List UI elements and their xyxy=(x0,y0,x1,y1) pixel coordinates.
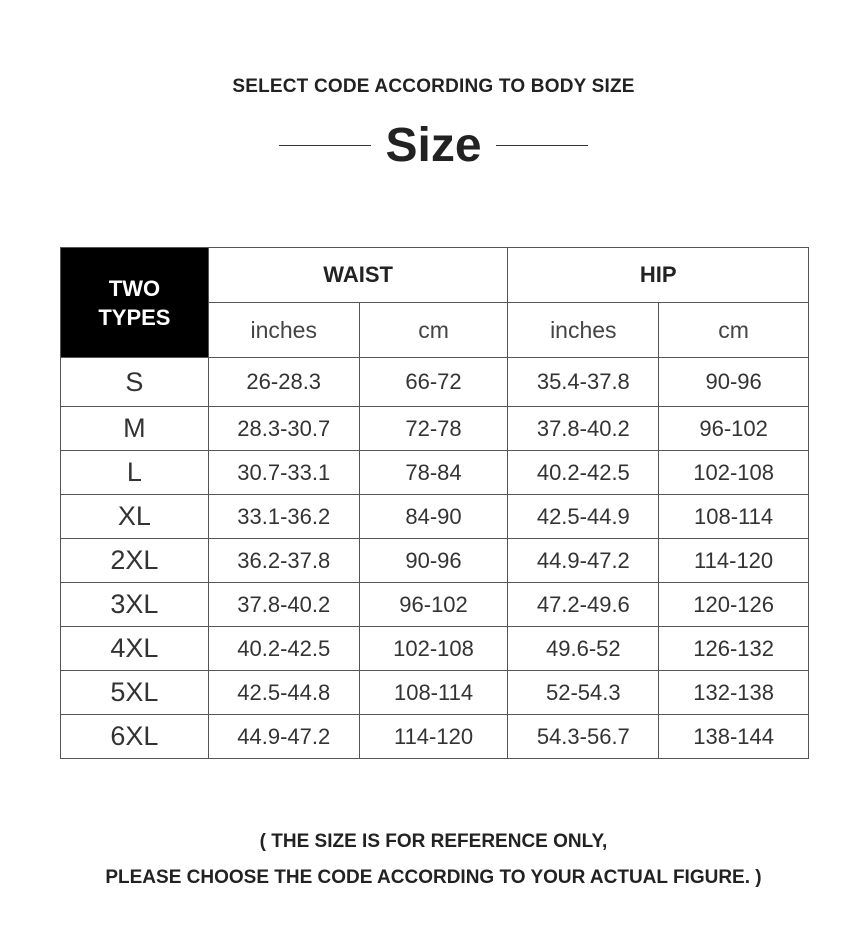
table-cell: 44.9-47.2 xyxy=(507,538,660,583)
size-label: S xyxy=(60,357,209,407)
corner-line1: TWO xyxy=(108,275,161,301)
table-row: 4XL 40.2-42.5 102-108 49.6-52 126-132 xyxy=(60,626,809,671)
size-label: 4XL xyxy=(60,626,209,671)
table-cell: 37.8-40.2 xyxy=(207,582,360,627)
table-cell: 35.4-37.8 xyxy=(507,357,660,407)
table-cell: 47.2-49.6 xyxy=(507,582,660,627)
size-label: 6XL xyxy=(60,714,209,759)
unit-header: inches xyxy=(207,302,360,358)
table-cell: 44.9-47.2 xyxy=(207,714,360,759)
table-cell: 138-144 xyxy=(658,714,809,759)
title-right-rule xyxy=(495,144,588,147)
unit-header: cm xyxy=(658,302,809,358)
table-cell: 37.8-40.2 xyxy=(507,406,660,451)
table-cell: 102-108 xyxy=(658,450,809,495)
size-label: XL xyxy=(60,494,209,539)
table-cell: 30.7-33.1 xyxy=(207,450,360,495)
page-title: Size xyxy=(385,119,482,172)
size-chart-table: TWO TYPES WAIST HIP inches cm inches cm … xyxy=(60,247,809,759)
group-header-hip: HIP xyxy=(507,247,809,303)
corner-line2: TYPES xyxy=(98,304,171,330)
table-row: S 26-28.3 66-72 35.4-37.8 90-96 xyxy=(60,357,809,407)
table-row: XL 33.1-36.2 84-90 42.5-44.9 108-114 xyxy=(60,494,809,539)
table-cell: 40.2-42.5 xyxy=(207,626,360,671)
table-row: 5XL 42.5-44.8 108-114 52-54.3 132-138 xyxy=(60,670,809,715)
table-cell: 40.2-42.5 xyxy=(507,450,660,495)
table-cell: 90-96 xyxy=(658,357,809,407)
table-cell: 78-84 xyxy=(358,450,509,495)
footer-note-line2: PLEASE CHOOSE THE CODE ACCORDING TO YOUR… xyxy=(105,867,762,888)
size-label: 3XL xyxy=(60,582,209,627)
size-label: M xyxy=(60,406,209,451)
title-block: Size xyxy=(0,118,867,173)
table-cell: 90-96 xyxy=(358,538,509,583)
table-cell: 108-114 xyxy=(658,494,809,539)
table-cell: 96-102 xyxy=(658,406,809,451)
size-label: L xyxy=(60,450,209,495)
table-cell: 49.6-52 xyxy=(507,626,660,671)
footer-note-line1: ( THE SIZE IS FOR REFERENCE ONLY, xyxy=(259,831,608,852)
table-row: M 28.3-30.7 72-78 37.8-40.2 96-102 xyxy=(60,406,809,451)
subtitle: SELECT CODE ACCORDING TO BODY SIZE xyxy=(232,76,635,97)
group-header-waist: WAIST xyxy=(207,247,509,303)
unit-header: cm xyxy=(358,302,509,358)
table-cell: 96-102 xyxy=(358,582,509,627)
table-cell: 126-132 xyxy=(658,626,809,671)
table-cell: 52-54.3 xyxy=(507,670,660,715)
table-cell: 132-138 xyxy=(658,670,809,715)
table-cell: 108-114 xyxy=(358,670,509,715)
table-cell: 72-78 xyxy=(358,406,509,451)
table-cell: 42.5-44.9 xyxy=(507,494,660,539)
unit-header: inches xyxy=(507,302,660,358)
table-row: 2XL 36.2-37.8 90-96 44.9-47.2 114-120 xyxy=(60,538,809,583)
table-cell: 102-108 xyxy=(358,626,509,671)
title-left-rule xyxy=(279,144,372,147)
corner-header: TWO TYPES xyxy=(60,247,209,358)
size-label: 2XL xyxy=(60,538,209,583)
table-row: 3XL 37.8-40.2 96-102 47.2-49.6 120-126 xyxy=(60,582,809,627)
size-label: 5XL xyxy=(60,670,209,715)
table-cell: 114-120 xyxy=(358,714,509,759)
table-cell: 54.3-56.7 xyxy=(507,714,660,759)
table-cell: 36.2-37.8 xyxy=(207,538,360,583)
table-cell: 114-120 xyxy=(658,538,809,583)
table-cell: 84-90 xyxy=(358,494,509,539)
table-row: L 30.7-33.1 78-84 40.2-42.5 102-108 xyxy=(60,450,809,495)
table-cell: 28.3-30.7 xyxy=(207,406,360,451)
table-cell: 120-126 xyxy=(658,582,809,627)
table-cell: 66-72 xyxy=(358,357,509,407)
table-row: 6XL 44.9-47.2 114-120 54.3-56.7 138-144 xyxy=(60,714,809,759)
table-cell: 33.1-36.2 xyxy=(207,494,360,539)
table-cell: 26-28.3 xyxy=(207,357,360,407)
table-cell: 42.5-44.8 xyxy=(207,670,360,715)
